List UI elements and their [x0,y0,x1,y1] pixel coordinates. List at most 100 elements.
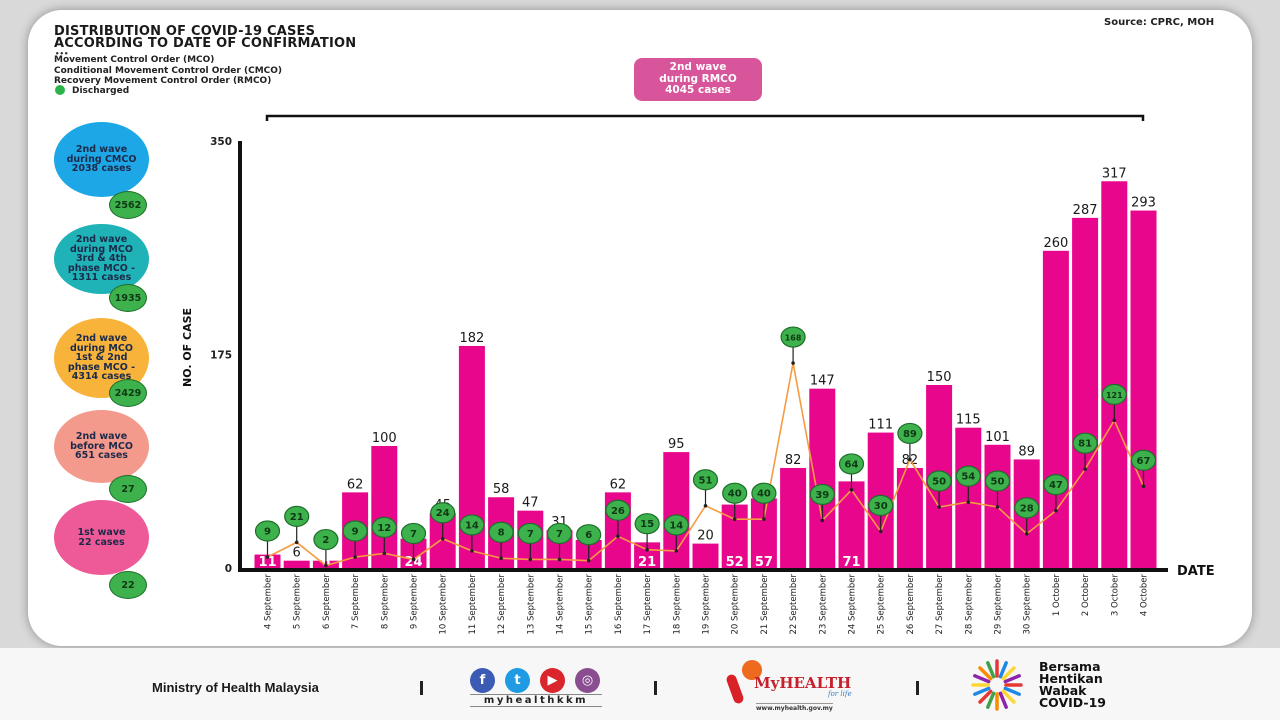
myhealth-logo-icon [725,660,766,705]
discharged-marker [1014,497,1040,519]
campaign-ray [973,674,991,684]
x-tick-label: 26 September [906,574,916,635]
youtube-icon[interactable]: ▶ [540,668,565,693]
bar [1042,250,1069,569]
bar-value-label: 52 [726,555,744,570]
campaign-line: COVID-19 [1039,695,1106,710]
discharged-marker [1072,432,1098,454]
social-handle[interactable]: myhealthkkm [470,694,602,707]
bar-value-label: 11 [258,555,276,570]
x-tick-label: 16 September [614,574,624,635]
x-tick-label: 9 September [410,573,420,629]
bar-value-label: 57 [755,555,773,570]
x-tick-label: 14 September [556,574,566,635]
footer-separator [654,681,657,695]
wave-bubble-line: 1311 cases [71,272,132,284]
bar-value-label: 100 [372,431,397,446]
discharged-value-label: 9 [352,527,359,538]
rmco-line-2: during RMCO [659,72,737,85]
legend-discharged: Discharged [72,86,130,96]
wave-bubble-line: during MCO [70,243,133,255]
discharged-value-label: 7 [556,529,563,540]
wave-bubble-line: 1st wave [77,527,126,538]
x-tick-label: 18 September [672,574,682,635]
discharged-point [849,488,854,492]
source-label: Source: CPRC, MOH [1104,17,1215,28]
campaign-ray [1003,674,1021,684]
discharged-marker [313,528,339,551]
bar [692,543,719,568]
discharged-value-label: 40 [728,489,742,500]
x-tick-label: 29 September [994,574,1004,635]
discharged-value-label: 121 [1106,391,1123,400]
bar-value-label: 95 [668,437,685,452]
wave-bubble-line: 2nd wave [75,431,128,443]
rmco-wave-box: 2nd wave during RMCO 4045 cases [634,58,762,101]
discharged-value-label: 7 [410,529,417,540]
twitter-icon[interactable]: t [505,668,530,693]
wave-bubble-line: 1st & 2nd [75,352,128,364]
bar-value-label: 182 [459,331,484,346]
campaign-logo-icon [971,659,1023,711]
discharged-legend-dot [55,85,65,95]
wave-bubble-line: 2nd wave [75,144,128,156]
campaign-line: Wabak [1039,683,1087,698]
campaign-ray [986,691,996,709]
footer-separator [916,681,919,695]
discharged-value-label: 15 [640,519,654,530]
wave-discharged-badge: 2429 [109,379,147,407]
discharged-point [703,503,708,508]
discharged-marker [488,521,514,543]
discharged-marker [955,465,981,487]
discharged-value-label: 40 [757,489,771,500]
bar-value-label: 147 [810,374,835,389]
x-tick-label: 23 September [818,574,828,635]
myhealth-url[interactable]: www.myhealth.gov.my [756,703,833,712]
campaign-ray [1001,666,1016,681]
facebook-icon[interactable]: f [470,668,495,693]
x-tick-label: 12 September [497,574,507,635]
wave-discharged-badge: 2562 [109,191,147,219]
discharged-value-label: 2 [322,535,329,546]
discharged-value-label: 39 [815,490,829,501]
bar [1072,217,1099,569]
rmco-line-1: 2nd wave [669,61,727,74]
discharged-marker [1101,383,1127,405]
bar-value-label: 62 [347,477,364,492]
discharged-marker [1130,449,1157,471]
x-tick-label: 25 September [877,574,887,635]
footer [0,648,1280,720]
discharged-marker [517,522,543,545]
wave-bubble-line: 651 cases [75,450,128,462]
x-tick-label: 7 September [351,573,361,629]
x-tick-label: 2 October [1081,574,1091,617]
bar-value-label: 115 [956,413,981,428]
bar [809,388,836,568]
myhealth-brand: MyHEALTH [754,674,852,692]
campaign-line: Hentikan [1039,671,1103,686]
discharged-value-label: 50 [932,477,946,488]
x-tick-label: 10 September [439,574,449,635]
bar-value-label: 82 [785,453,802,468]
discharged-marker [751,482,777,504]
discharged-marker [254,520,281,542]
bar [1130,210,1157,569]
footer-separator [420,681,423,695]
legend-mco: Movement Control Order (MCO) [54,55,215,65]
discharged-value-label: 28 [1020,503,1034,514]
discharged-marker [780,326,806,348]
discharged-point [1054,508,1058,513]
wave-bubble-line: during CMCO [66,153,137,165]
bar-value-label: 62 [610,477,627,492]
bar-value-label: 101 [985,430,1010,445]
x-tick-label: 3 October [1110,574,1120,617]
x-tick-label: 13 September [526,574,536,635]
cases-chart: 1166621002445182584731236221952052578214… [181,114,1215,635]
x-tick-label: 5 September [293,573,303,629]
bar-value-label: 111 [868,418,893,433]
wave-bubble-line: 4314 cases [71,371,132,383]
discharged-value-label: 168 [785,334,802,343]
discharged-value-label: 89 [903,429,917,440]
wave-bubble-line: before MCO [70,440,133,452]
instagram-icon[interactable]: ◎ [575,668,600,693]
